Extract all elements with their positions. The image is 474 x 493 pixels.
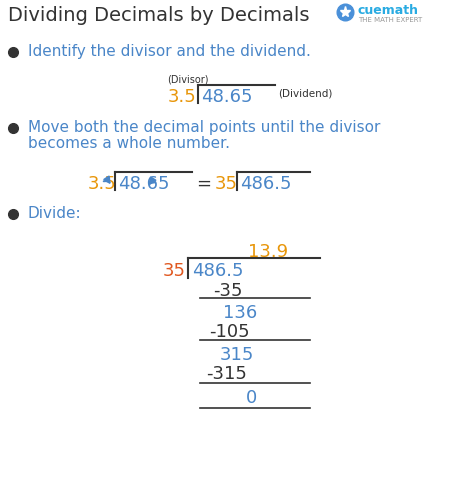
Text: Move both the decimal points until the divisor: Move both the decimal points until the d…	[28, 120, 380, 135]
Text: 35: 35	[163, 262, 186, 280]
Text: THE MATH EXPERT: THE MATH EXPERT	[358, 17, 422, 23]
Text: 48.65: 48.65	[118, 175, 170, 193]
Text: Identify the divisor and the dividend.: Identify the divisor and the dividend.	[28, 44, 311, 59]
Text: -35: -35	[213, 282, 243, 300]
Text: cuemath: cuemath	[358, 4, 419, 17]
Text: Dividing Decimals by Decimals: Dividing Decimals by Decimals	[8, 6, 310, 25]
Text: (Dividend): (Dividend)	[278, 88, 332, 98]
Text: 35: 35	[215, 175, 238, 193]
Text: 315: 315	[220, 346, 255, 364]
Text: 136: 136	[223, 304, 257, 322]
Text: 48.65: 48.65	[201, 88, 253, 106]
Text: -105: -105	[209, 323, 250, 341]
Text: 486.5: 486.5	[240, 175, 292, 193]
Text: -315: -315	[206, 365, 247, 383]
Text: 3.5: 3.5	[168, 88, 197, 106]
Text: (Divisor): (Divisor)	[167, 74, 209, 84]
Text: 486.5: 486.5	[192, 262, 244, 280]
Text: =: =	[196, 175, 211, 193]
Text: 3.5: 3.5	[88, 175, 117, 193]
Text: becomes a whole number.: becomes a whole number.	[28, 136, 230, 151]
Text: 0: 0	[246, 389, 257, 407]
Text: 13.9: 13.9	[248, 243, 288, 261]
Text: Divide:: Divide:	[28, 206, 82, 221]
